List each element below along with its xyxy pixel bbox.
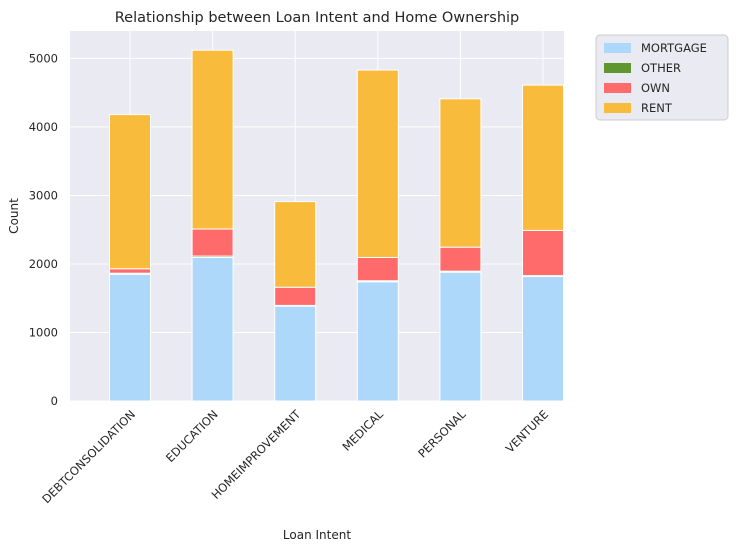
legend-swatch-mortgage [604,43,631,53]
legend-box [595,34,729,121]
x-tick-label: DEBTCONSOLIDATION [39,407,138,506]
bar-own-personal [439,246,482,272]
x-tick-label: PERSONAL [415,407,469,461]
x-tick-label: MEDICAL [339,407,386,454]
bar-own-homeimprovement [274,286,317,306]
bar-own-medical [356,256,399,282]
x-tick-labels: DEBTCONSOLIDATION EDUCATIONHOMEIMPROVEMEN… [39,407,551,507]
bar-rent-medical [356,69,399,258]
bar-mortgage-personal [439,271,482,402]
x-tick-label: EDUCATION [163,407,221,465]
legend-swatch-rent [604,103,631,113]
chart-title: Relationship between Loan Intent and Hom… [115,10,520,26]
y-tick-label: 5000 [29,51,58,65]
legend-label: RENT [641,101,673,115]
bar-own-debtconsolidation [109,268,151,274]
y-tick-labels: 0 1000 2000 3000 4000 5000 [29,51,58,408]
bars [109,49,564,402]
y-tick-label: 4000 [29,120,58,134]
bar-rent-homeimprovement [274,201,317,288]
legend-label: OTHER [641,61,681,75]
bar-mortgage-medical [356,281,399,402]
bar-mortgage-debtconsolidation [109,273,151,402]
y-axis-label: Count [7,198,21,234]
bar-mortgage-education [191,256,234,402]
legend-swatch-own [604,83,631,93]
y-tick-label: 2000 [29,257,58,271]
bar-mortgage-venture [522,275,564,402]
legend-swatch-other [604,63,631,73]
x-tick-label: VENTURE [503,407,551,455]
y-tick-label: 0 [51,394,58,408]
bar-own-education [191,228,234,257]
plot-background [70,31,564,401]
bar-rent-education [191,49,234,230]
bar-rent-debtconsolidation [109,114,151,270]
bar-rent-venture [522,84,564,231]
bar-own-venture [522,229,564,277]
x-axis-label: Loan Intent [283,528,351,542]
bar-rent-personal [439,98,482,248]
y-tick-label: 1000 [29,325,58,339]
y-tick-label: 3000 [29,188,58,202]
x-tick-label: HOMEIMPROVEMENT [209,407,304,502]
legend-label: MORTGAGE [641,41,707,55]
bar-mortgage-homeimprovement [274,305,317,402]
legend-label: OWN [641,81,670,95]
legend: MORTGAGE OTHER OWN RENT [595,34,729,121]
